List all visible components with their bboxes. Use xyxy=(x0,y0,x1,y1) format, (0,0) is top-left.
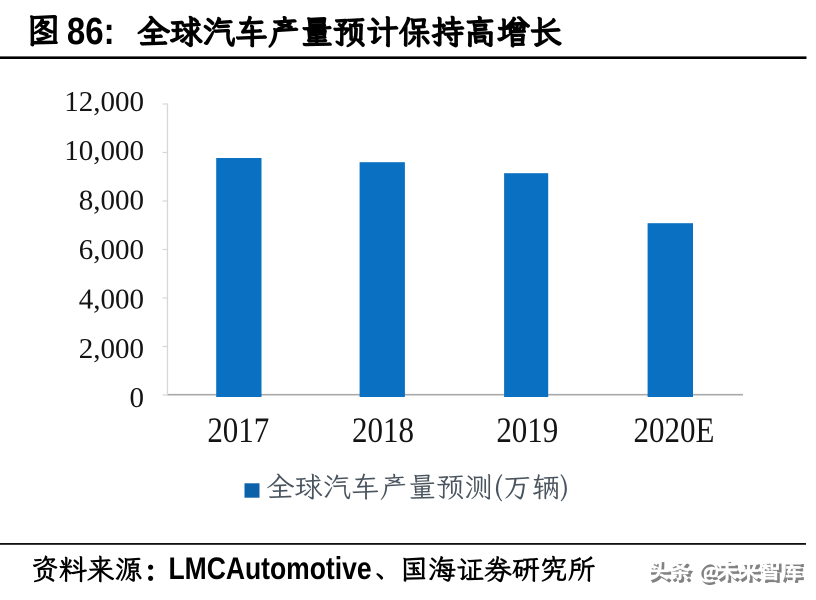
svg-text:LMCAutomotive: LMCAutomotive xyxy=(169,552,372,587)
svg-text:4,000: 4,000 xyxy=(79,283,144,315)
svg-text:2020E: 2020E xyxy=(634,411,715,450)
svg-text:0: 0 xyxy=(130,382,145,414)
svg-text:6,000: 6,000 xyxy=(79,234,144,266)
svg-text:2,000: 2,000 xyxy=(79,333,144,365)
svg-text:10,000: 10,000 xyxy=(64,135,144,167)
svg-text:2018: 2018 xyxy=(352,411,414,450)
svg-text:2017: 2017 xyxy=(207,411,269,450)
svg-text:8,000: 8,000 xyxy=(79,185,144,217)
svg-text:2019: 2019 xyxy=(496,411,558,450)
svg-text:12,000: 12,000 xyxy=(64,86,144,118)
svg-text:86:: 86: xyxy=(67,10,115,53)
